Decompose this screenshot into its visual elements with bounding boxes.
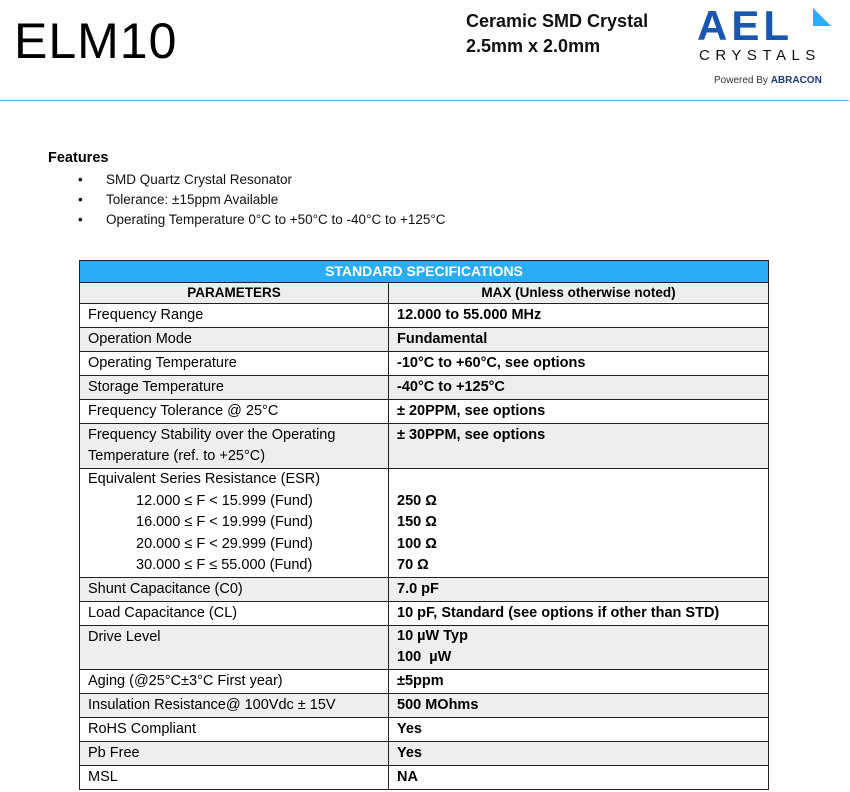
product-subtitle: Ceramic SMD Crystal 2.5mm x 2.0mm xyxy=(466,9,648,59)
param-cell: Frequency Tolerance @ 25°C xyxy=(79,399,389,424)
feature-item: Tolerance: ±15ppm Available xyxy=(48,190,446,210)
table-title: STANDARD SPECIFICATIONS xyxy=(79,260,769,283)
feature-item: SMD Quartz Crystal Resonator xyxy=(48,170,446,190)
table-row: Frequency Tolerance @ 25°C ± 20PPM, see o… xyxy=(79,399,769,424)
feature-item: Operating Temperature 0°C to +50°C to -4… xyxy=(48,210,446,230)
value-cell: ± 30PPM, see options xyxy=(388,423,769,469)
param-cell: Equivalent Series Resistance (ESR) 12.00… xyxy=(79,468,389,578)
esr-value: 250 Ω xyxy=(397,492,437,509)
esr-value: 100 Ω xyxy=(397,535,437,552)
features-heading: Features xyxy=(48,150,109,166)
esr-range: 16.000 ≤ F < 19.999 (Fund) xyxy=(136,514,313,530)
subtitle-line-1: Ceramic SMD Crystal xyxy=(466,11,649,31)
product-title: ELM10 xyxy=(14,13,178,69)
value-cell: ±5ppm xyxy=(388,668,769,694)
table-row: Storage Temperature -40°C to +125°C xyxy=(79,375,769,400)
param-cell: Operation Mode xyxy=(79,327,389,352)
table-row: Operating Temperature -10°C to +60°C, see… xyxy=(79,351,769,376)
value-cell: 250 Ω 150 Ω 100 Ω 70 Ω xyxy=(388,468,769,578)
table-row: Shunt Capacitance (C0) 7.0 pF xyxy=(79,576,769,602)
subtitle-line-2: 2.5mm x 2.0mm xyxy=(466,36,601,56)
esr-value: 70 Ω xyxy=(397,557,429,573)
param-cell: Storage Temperature xyxy=(79,375,389,400)
param-cell: MSL xyxy=(79,764,389,790)
param-cell: Frequency Range xyxy=(79,303,389,328)
table-row: MSL NA xyxy=(79,764,769,790)
value-cell: NA xyxy=(388,764,769,790)
svg-text:CRYSTALS: CRYSTALS xyxy=(699,47,821,64)
param-cell: Drive Level xyxy=(79,624,389,670)
value-cell: 12.000 to 55.000 MHz xyxy=(388,303,769,328)
param-cell: Operating Temperature xyxy=(79,351,389,376)
table-row: Operation Mode Fundamental xyxy=(79,327,769,352)
table-row-esr: Equivalent Series Resistance (ESR) 12.00… xyxy=(79,468,769,578)
value-cell: 10 pF, Standard (see options if other th… xyxy=(388,600,769,626)
value-cell: 7.0 pF xyxy=(388,576,769,602)
table-row: Insulation Resistance@ 100Vdc ± 15V 500 M… xyxy=(79,692,769,718)
value-cell: 10 µW Typ 100 µW xyxy=(388,624,769,670)
features-list: SMD Quartz Crystal Resonator Tolerance: … xyxy=(48,170,446,230)
table-row: Aging (@25°C±3°C First year) ±5ppm xyxy=(79,668,769,694)
value-cell: 500 MOhms xyxy=(388,692,769,718)
value-cell: Fundamental xyxy=(388,327,769,352)
value-cell: -10°C to +60°C, see options xyxy=(388,351,769,376)
param-cell: Insulation Resistance@ 100Vdc ± 15V xyxy=(79,692,389,718)
value-cell: Yes xyxy=(388,740,769,766)
table-row: Frequency Range 12.000 to 55.000 MHz xyxy=(79,303,769,328)
esr-value: 150 Ω xyxy=(397,514,437,530)
table-row: Load Capacitance (CL) 10 pF, Standard (se… xyxy=(79,600,769,626)
column-header-parameters: PARAMETERS xyxy=(79,282,389,304)
esr-range: 20.000 ≤ F < 29.999 (Fund) xyxy=(136,535,313,552)
value-cell: ± 20PPM, see options xyxy=(388,399,769,424)
value-cell: Yes xyxy=(388,716,769,742)
param-cell: RoHS Compliant xyxy=(79,716,389,742)
drive-max-value: 100 µW xyxy=(397,649,452,665)
svg-text:AEL: AEL xyxy=(697,4,793,49)
table-row: Frequency Stability over the Operating T… xyxy=(79,423,769,469)
column-header-value: MAX (Unless otherwise noted) xyxy=(388,282,769,304)
esr-range: 12.000 ≤ F < 15.999 (Fund) xyxy=(136,492,313,509)
param-cell: Pb Free xyxy=(79,740,389,766)
drive-typ-value: 10 µW Typ xyxy=(397,627,468,644)
param-cell: Shunt Capacitance (C0) xyxy=(79,576,389,602)
header-divider xyxy=(0,100,849,101)
svg-text:Powered By ABRACON: Powered By ABRACON xyxy=(714,75,822,86)
features-section: Features SMD Quartz Crystal Resonator To… xyxy=(48,150,446,230)
specifications-table: STANDARD SPECIFICATIONS PARAMETERS MAX (… xyxy=(79,260,769,790)
table-row: Pb Free Yes xyxy=(79,740,769,766)
param-cell: Load Capacitance (CL) xyxy=(79,600,389,626)
table-row: RoHS Compliant Yes xyxy=(79,716,769,742)
value-cell: -40°C to +125°C xyxy=(388,375,769,400)
ael-crystals-logo: AEL CRYSTALS Powered By ABRACON xyxy=(697,4,831,86)
param-cell: Aging (@25°C±3°C First year) xyxy=(79,668,389,694)
esr-range: 30.000 ≤ F ≤ 55.000 (Fund) xyxy=(136,557,313,573)
esr-label: Equivalent Series Resistance (ESR) xyxy=(88,471,321,487)
param-cell: Frequency Stability over the Operating T… xyxy=(79,423,389,469)
table-row-drive-level: Drive Level 10 µW Typ 100 µW xyxy=(79,624,769,670)
